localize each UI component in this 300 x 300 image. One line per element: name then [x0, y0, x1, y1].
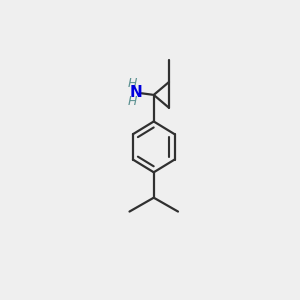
Text: H: H [128, 95, 137, 108]
Text: H: H [128, 77, 137, 90]
Text: N: N [130, 85, 143, 100]
